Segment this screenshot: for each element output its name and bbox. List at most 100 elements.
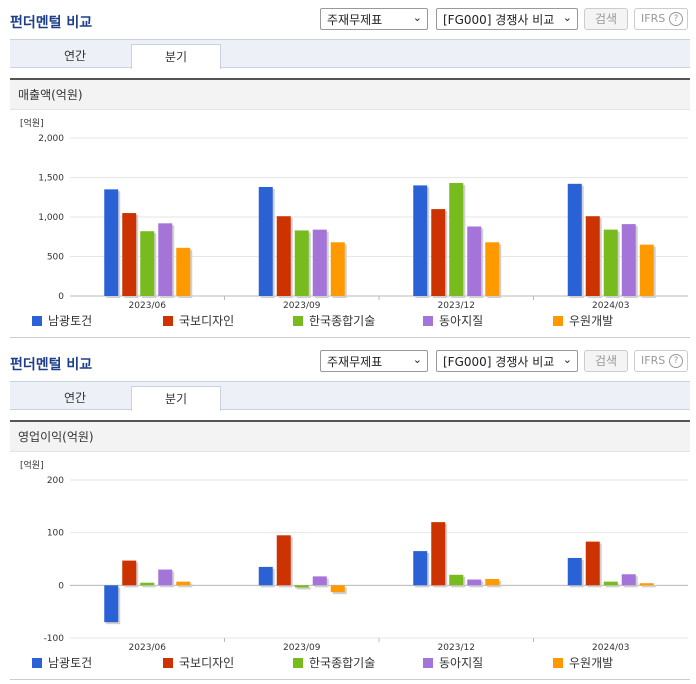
legend-item[interactable]: 남광토건 xyxy=(32,656,92,670)
bar[interactable] xyxy=(276,535,291,586)
bar-shadow xyxy=(178,583,193,588)
legend-item[interactable]: 국보디자인 xyxy=(163,314,234,328)
bar[interactable] xyxy=(258,186,273,296)
bar[interactable] xyxy=(449,574,464,586)
legend-swatch xyxy=(423,316,433,326)
bar-shadow xyxy=(296,587,311,590)
x-tick-label: 2024/03 xyxy=(592,301,629,311)
legend-item[interactable]: 남광토건 xyxy=(32,314,92,328)
bar[interactable] xyxy=(176,581,191,586)
help-icon: ? xyxy=(669,354,683,368)
bar[interactable] xyxy=(431,209,446,296)
x-tick-label: 2024/03 xyxy=(592,643,629,653)
bar[interactable] xyxy=(603,581,618,586)
x-tick-label: 2023/09 xyxy=(283,301,321,311)
bar[interactable] xyxy=(312,576,327,586)
ifrs-label: IFRS xyxy=(641,354,666,367)
statement-select[interactable]: 주재무제표 ⌄ xyxy=(320,8,428,30)
chevron-down-icon: ⌄ xyxy=(562,353,572,366)
tab-quarterly[interactable]: 분기 xyxy=(131,44,221,69)
legend-swatch xyxy=(553,658,563,668)
bar[interactable] xyxy=(585,541,600,586)
chevron-down-icon: ⌄ xyxy=(562,11,572,24)
bar[interactable] xyxy=(104,189,119,296)
bar[interactable] xyxy=(413,551,428,586)
x-tick-label: 2023/06 xyxy=(129,643,167,653)
bar[interactable] xyxy=(467,226,482,296)
legend-swatch xyxy=(423,658,433,668)
bar[interactable] xyxy=(140,582,155,586)
period-tabs: 연간 분기 xyxy=(10,39,690,69)
bar[interactable] xyxy=(176,247,191,296)
section-title: 펀더멘털 비교 xyxy=(10,15,93,31)
peer-select-value: [FG000] 경쟁사 비교 xyxy=(443,355,555,369)
x-tick-label: 2023/12 xyxy=(438,301,475,311)
y-tick-label: 100 xyxy=(47,529,64,539)
tab-annual[interactable]: 연간 xyxy=(63,49,87,63)
tab-quarterly[interactable]: 분기 xyxy=(131,386,221,411)
legend-item[interactable]: 국보디자인 xyxy=(163,656,234,670)
legend-item[interactable]: 우원개발 xyxy=(553,656,613,670)
chart-panel: 매출액(억원) [억원] 0 500 1,000 1,500 2,000 2023/06 20… xyxy=(10,78,690,338)
y-tick-label: 1,500 xyxy=(38,174,64,184)
bar[interactable] xyxy=(485,242,500,296)
bar[interactable] xyxy=(603,229,618,296)
y-tick-label: 0 xyxy=(58,581,64,591)
ifrs-button[interactable]: IFRS ? xyxy=(634,350,688,372)
bar[interactable] xyxy=(330,585,345,593)
bar[interactable] xyxy=(413,185,428,296)
bar[interactable] xyxy=(122,560,137,586)
bar[interactable] xyxy=(485,579,500,586)
bar[interactable] xyxy=(294,585,309,588)
chart-panel: 영업이익(억원) [억원] -100 0 100 200 2023/06 2023/09 20… xyxy=(10,420,690,680)
bar[interactable] xyxy=(158,223,173,296)
ifrs-button[interactable]: IFRS ? xyxy=(634,8,688,30)
legend-item[interactable]: 한국종합기술 xyxy=(293,656,375,670)
bar[interactable] xyxy=(467,579,482,586)
bar[interactable] xyxy=(330,242,345,296)
bar[interactable] xyxy=(639,583,654,586)
bar[interactable] xyxy=(621,224,636,296)
legend-item[interactable]: 동아지질 xyxy=(423,314,483,328)
bar[interactable] xyxy=(122,213,137,296)
legend-item[interactable]: 동아지질 xyxy=(423,656,483,670)
bar[interactable] xyxy=(567,557,582,586)
operating-profit-bar-chart: [억원] -100 0 100 200 2023/06 2023/09 2023/12 2024… xyxy=(20,459,688,670)
search-button[interactable]: 검색 xyxy=(584,8,628,30)
section-sales: 펀더멘털 비교 주재무제표 ⌄ [FG000] 경쟁사 비교 ⌄ 검색 IFRS… xyxy=(0,0,696,338)
legend-label: 동아지질 xyxy=(439,656,483,670)
search-button[interactable]: 검색 xyxy=(584,350,628,372)
bar[interactable] xyxy=(158,569,173,586)
bar[interactable] xyxy=(104,585,119,623)
bar[interactable] xyxy=(639,244,654,296)
bar[interactable] xyxy=(276,216,291,296)
statement-select-value: 주재무제표 xyxy=(327,355,383,369)
bar[interactable] xyxy=(621,574,636,586)
bar[interactable] xyxy=(567,183,582,296)
legend-item[interactable]: 한국종합기술 xyxy=(293,314,375,328)
peer-select[interactable]: [FG000] 경쟁사 비교 ⌄ xyxy=(436,8,578,30)
bar[interactable] xyxy=(294,230,309,296)
legend-label: 남광토건 xyxy=(48,656,92,670)
bar[interactable] xyxy=(140,231,155,296)
bar[interactable] xyxy=(585,216,600,296)
bar[interactable] xyxy=(258,566,273,586)
bar[interactable] xyxy=(312,229,327,296)
bar[interactable] xyxy=(431,522,446,586)
x-tick-label: 2023/06 xyxy=(129,301,167,311)
section-title: 펀더멘털 비교 xyxy=(10,357,93,373)
bar[interactable] xyxy=(449,183,464,296)
peer-select[interactable]: [FG000] 경쟁사 비교 ⌄ xyxy=(436,350,578,372)
help-icon: ? xyxy=(669,12,683,26)
y-tick-label: 1,000 xyxy=(38,213,64,223)
legend-swatch xyxy=(293,658,303,668)
legend-item[interactable]: 우원개발 xyxy=(553,314,613,328)
y-tick-label: -100 xyxy=(44,634,65,644)
statement-select-value: 주재무제표 xyxy=(327,13,383,27)
tab-annual[interactable]: 연간 xyxy=(63,391,87,405)
statement-select[interactable]: 주재무제표 ⌄ xyxy=(320,350,428,372)
section-header: 펀더멘털 비교 주재무제표 ⌄ [FG000] 경쟁사 비교 ⌄ 검색 IFRS… xyxy=(0,0,696,38)
legend-label: 한국종합기술 xyxy=(309,314,375,328)
x-tick-label: 2023/09 xyxy=(283,643,321,653)
legend-swatch xyxy=(553,316,563,326)
